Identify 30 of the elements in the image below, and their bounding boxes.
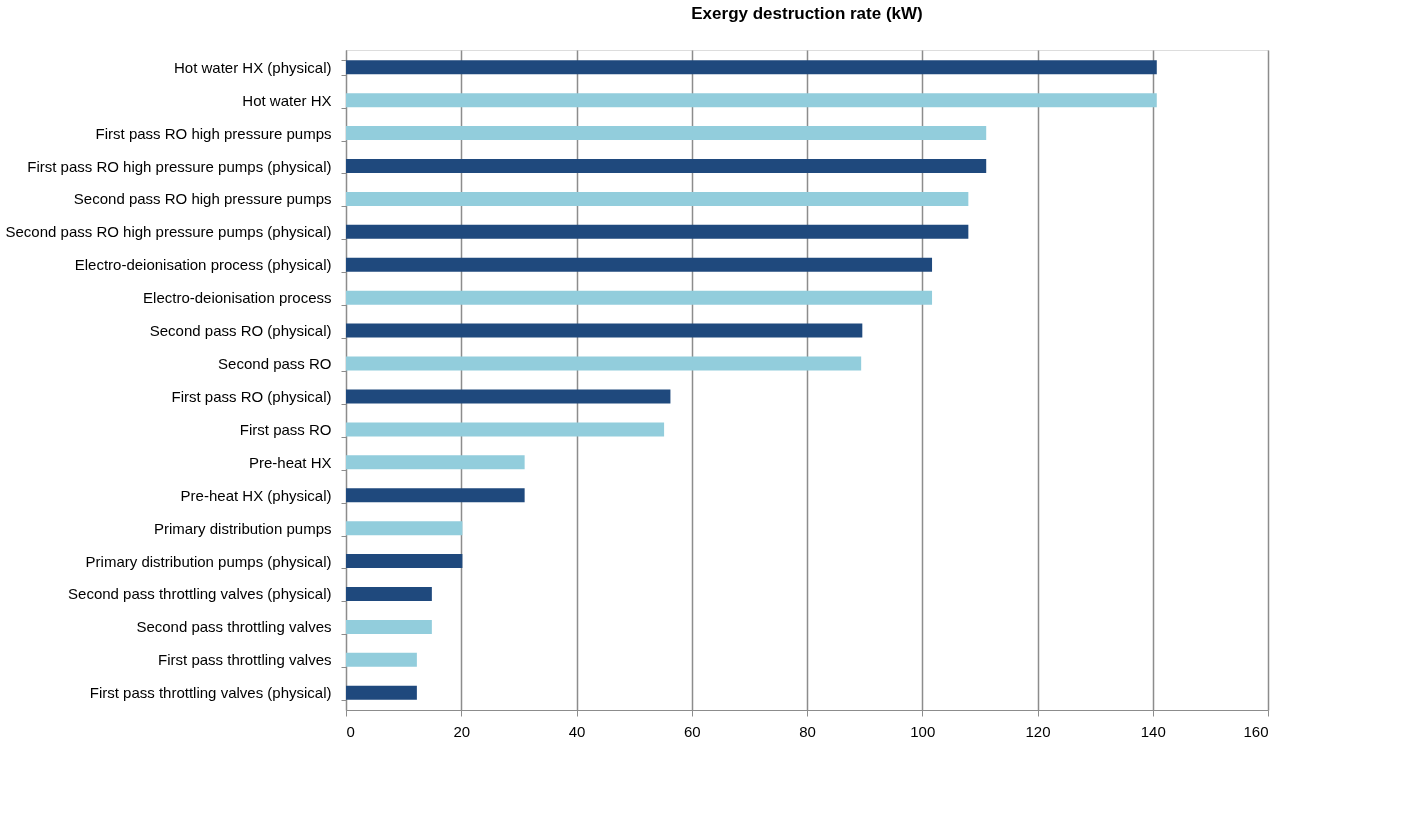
y-tick-label: Pre-heat HX (physical) <box>180 486 332 504</box>
y-tick-label: Pre-heat HX <box>248 453 332 471</box>
y-tick-label: Second pass RO high pressure pumps <box>73 190 332 208</box>
y-tick-label: Second pass throttling valves (physical) <box>68 585 332 603</box>
x-tick-label: 0 <box>346 722 355 740</box>
y-tick-label: Electro-deionisation process (physical) <box>74 256 332 274</box>
chart-title: Exergy destruction rate (kW) <box>691 4 923 23</box>
y-tick-label: First pass RO (physical) <box>171 387 332 405</box>
y-tick-label: Second pass throttling valves <box>136 618 332 636</box>
y-tick-label: First pass throttling valves <box>158 651 332 669</box>
x-tick-label: 80 <box>799 722 816 740</box>
x-tick-label: 60 <box>683 722 701 740</box>
x-tick-label: 40 <box>568 722 586 740</box>
y-tick-label: Second pass RO high pressure pumps (physical) <box>5 223 332 241</box>
y-tick-label: Primary distribution pumps <box>153 519 332 537</box>
x-tick-label: 160 <box>1243 722 1269 740</box>
y-tick-label: First pass RO high pressure pumps <box>95 124 332 142</box>
x-tick-label: 140 <box>1140 722 1166 740</box>
y-tick-label: First pass RO high pressure pumps (physical) <box>27 157 332 175</box>
x-tick-label: 100 <box>910 722 936 740</box>
y-tick-label: Primary distribution pumps (physical) <box>85 552 332 570</box>
y-tick-label: Second pass RO <box>218 355 332 373</box>
y-tick-label: First pass RO <box>239 420 332 438</box>
y-tick-label: Electro-deionisation process <box>143 289 332 307</box>
x-tick-label: 20 <box>453 722 471 740</box>
y-tick-label: Second pass RO (physical) <box>149 322 332 340</box>
y-tick-label: Hot water HX (physical) <box>173 58 332 76</box>
x-tick-label: 120 <box>1025 722 1051 740</box>
y-tick-label: Hot water HX <box>242 91 332 109</box>
y-tick-label: First pass throttling valves (physical) <box>89 684 332 702</box>
